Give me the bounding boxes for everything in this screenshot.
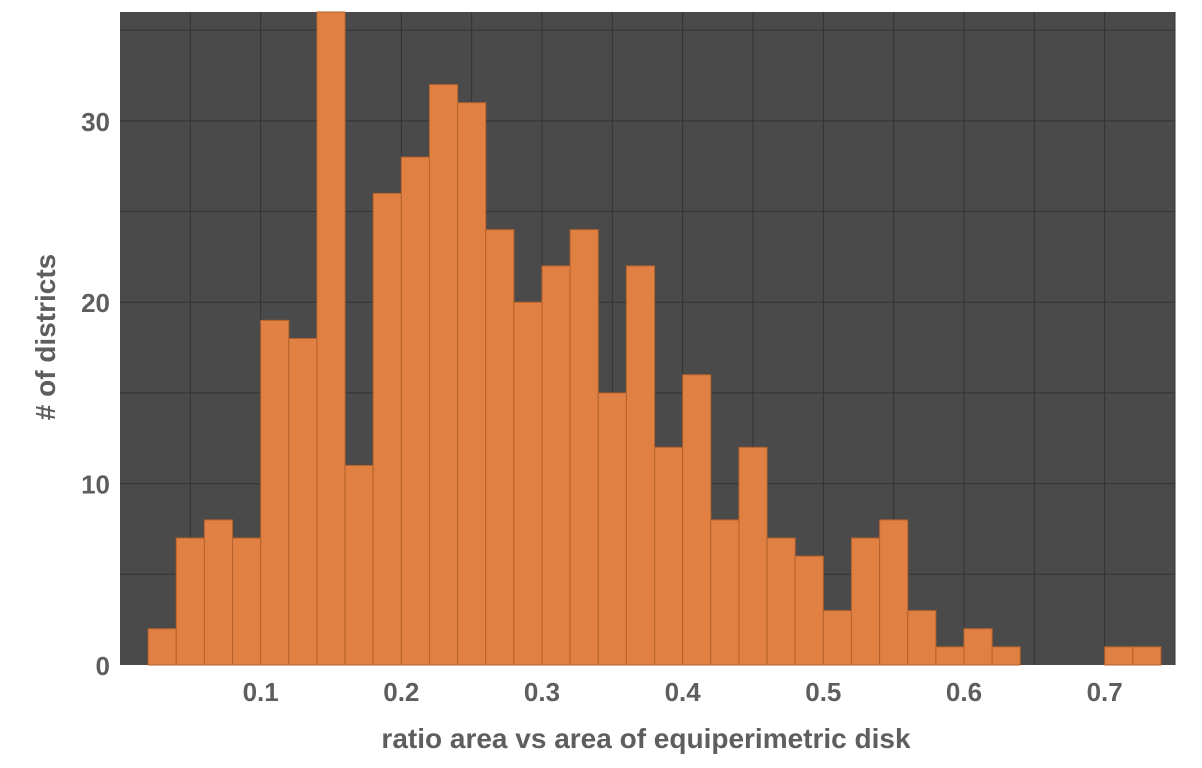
histogram-bar [963,628,993,666]
histogram-bar [513,301,543,666]
histogram-bar [682,374,712,666]
histogram-bar [710,519,740,666]
x-axis-ticks: 0.1 0.2 0.3 0.4 0.5 0.6 0.7 [243,677,1123,707]
histogram-bar [794,555,824,666]
x-tick-label: 0.2 [383,677,419,707]
histogram-bar [738,446,768,666]
histogram-bar [766,537,796,666]
histogram-bar [232,537,262,666]
histogram-bar [175,537,205,666]
histogram-bar [879,519,909,666]
histogram-bar [344,464,374,666]
histogram-bar [147,628,177,666]
y-axis-ticks: 0 10 20 30 [81,107,110,681]
histogram-bar [541,265,571,666]
y-tick-label: 30 [81,107,110,137]
y-axis-title: # of districts [30,254,61,420]
histogram-bar [625,265,656,666]
histogram-bar [1104,646,1134,666]
histogram-bar [260,319,290,666]
histogram-bar [203,519,234,666]
histogram-bar [597,392,627,666]
histogram-bar [907,610,937,666]
y-tick-label: 10 [81,470,110,500]
histogram-bar [400,156,430,666]
x-tick-label: 0.1 [243,677,279,707]
histogram-bar [654,446,684,666]
histogram-bars [147,11,1162,666]
histogram-bar [372,192,402,666]
y-tick-label: 0 [96,651,110,681]
x-tick-label: 0.5 [805,677,841,707]
histogram-bar [288,338,318,666]
x-tick-label: 0.3 [524,677,560,707]
x-tick-label: 0.6 [946,677,982,707]
histogram-bar [316,11,346,666]
histogram-bar [428,84,459,666]
histogram-bar [485,229,515,666]
histogram-bar [991,646,1021,666]
histogram-bar [850,537,881,666]
histogram-bar [1132,646,1162,666]
y-tick-label: 20 [81,288,110,318]
histogram-bar [457,102,487,666]
histogram-bar [935,646,965,666]
x-axis-title: ratio area vs area of equiperimetric dis… [381,723,911,754]
x-tick-label: 0.7 [1087,677,1123,707]
histogram-bar [569,229,599,666]
histogram-bar [822,610,852,666]
x-tick-label: 0.4 [665,677,702,707]
